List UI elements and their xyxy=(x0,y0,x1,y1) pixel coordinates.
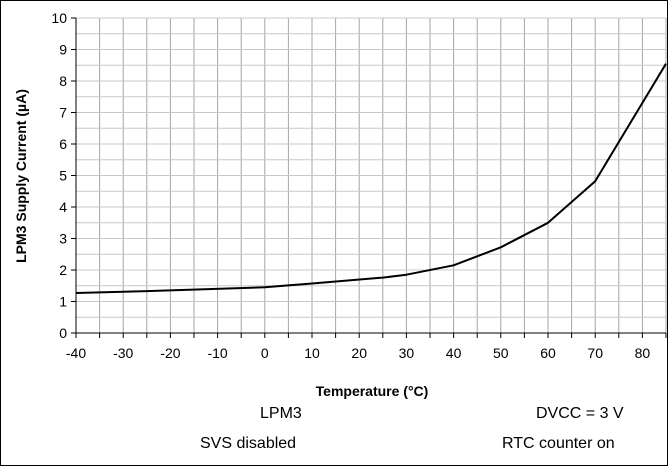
x-tick-label: -40 xyxy=(66,345,86,361)
x-axis-title: Temperature (°C) xyxy=(316,383,429,399)
annotation-lpm3: LPM3 xyxy=(260,405,302,422)
x-tick-label: -10 xyxy=(207,345,227,361)
y-tick-label: 2 xyxy=(59,262,67,278)
x-tick-label: 70 xyxy=(587,345,603,361)
annotation-dvcc: DVCC = 3 V xyxy=(536,405,624,422)
y-tick-label: 3 xyxy=(59,231,67,247)
x-tick-label: 40 xyxy=(446,345,462,361)
x-tick-label: -30 xyxy=(113,345,133,361)
y-tick-label: 4 xyxy=(59,199,67,215)
y-tick-label: 9 xyxy=(59,42,67,58)
annotation-svs-disabled: SVS disabled xyxy=(200,435,297,452)
y-tick-label: 5 xyxy=(59,168,67,184)
y-tick-label: 6 xyxy=(59,136,67,152)
y-tick-label: 10 xyxy=(51,10,67,26)
x-tick-label: -20 xyxy=(160,345,180,361)
supply-current-series-line xyxy=(75,63,667,294)
x-tick-label: 60 xyxy=(540,345,556,361)
y-tick-label: 8 xyxy=(59,73,67,89)
x-tick-label: 20 xyxy=(351,345,367,361)
grid-layer xyxy=(76,17,667,333)
x-tick-label: 80 xyxy=(635,345,651,361)
series-layer xyxy=(75,63,667,294)
y-tick-label: 1 xyxy=(59,294,67,310)
tick-label-layer: 0 1 2 3 4 5 6 7 8 9 10 -40 -30 -20 -10 0 10 20 30 40 50 60 70 8… xyxy=(51,10,650,361)
axis-layer xyxy=(71,17,667,338)
y-tick-label: 0 xyxy=(59,325,67,341)
x-tick-label: 30 xyxy=(399,345,415,361)
y-tick-label: 7 xyxy=(59,105,67,121)
annotation-rtc-counter: RTC counter on xyxy=(502,435,615,452)
y-axis-title: LPM3 Supply Current (µA) xyxy=(13,89,29,263)
x-tick-label: 50 xyxy=(493,345,509,361)
x-tick-label: 10 xyxy=(304,345,320,361)
x-tick-label: 0 xyxy=(261,345,269,361)
